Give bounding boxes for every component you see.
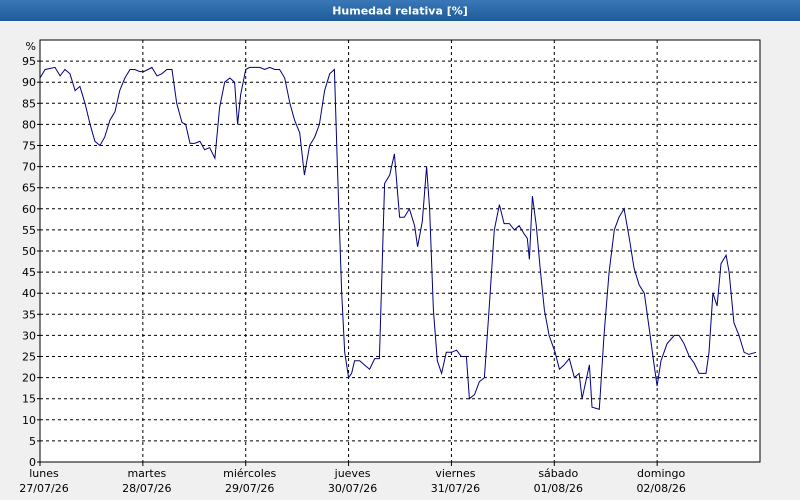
y-tick-label: 20: [22, 372, 36, 385]
data-line: [39, 66, 757, 410]
x-tick-date: 31/07/26: [431, 482, 480, 495]
x-tick-label: sábado: [538, 467, 578, 480]
y-tick-label: 55: [22, 224, 36, 237]
x-tick-label: domingo: [637, 467, 685, 480]
y-tick-label: 40: [22, 287, 36, 300]
y-tick-label: 10: [22, 414, 36, 427]
y-tick-label: 5: [29, 435, 36, 448]
y-tick-label: 25: [22, 351, 36, 364]
x-tick-date: 30/07/26: [328, 482, 377, 495]
chart-title: Humedad relativa [%]: [332, 5, 468, 18]
y-tick-label: 45: [22, 266, 36, 279]
x-tick-label: jueves: [334, 467, 371, 480]
y-axis-label: %: [26, 40, 36, 53]
y-tick-label: 85: [22, 97, 36, 110]
x-tick-date: 28/07/26: [122, 482, 171, 495]
title-bar: [0, 0, 800, 21]
x-tick-date: 27/07/26: [19, 482, 68, 495]
y-tick-label: 95: [22, 55, 36, 68]
x-tick-label: lunes: [29, 467, 59, 480]
y-tick-label: 70: [22, 161, 36, 174]
y-tick-label: 90: [22, 76, 36, 89]
x-tick-label: viernes: [435, 467, 475, 480]
y-tick-label: 75: [22, 140, 36, 153]
y-tick-label: 35: [22, 308, 36, 321]
y-tick-label: 15: [22, 393, 36, 406]
x-tick-date: 29/07/26: [225, 482, 274, 495]
x-tick-label: miércoles: [223, 467, 276, 480]
y-tick-label: 65: [22, 182, 36, 195]
x-tick-label: martes: [127, 467, 166, 480]
x-tick-date: 01/08/26: [534, 482, 583, 495]
y-tick-label: 0: [29, 456, 36, 469]
y-tick-label: 80: [22, 118, 36, 131]
x-tick-date: 02/08/26: [636, 482, 685, 495]
y-tick-label: 50: [22, 245, 36, 258]
y-tick-label: 30: [22, 329, 36, 342]
y-tick-label: 60: [22, 203, 36, 216]
